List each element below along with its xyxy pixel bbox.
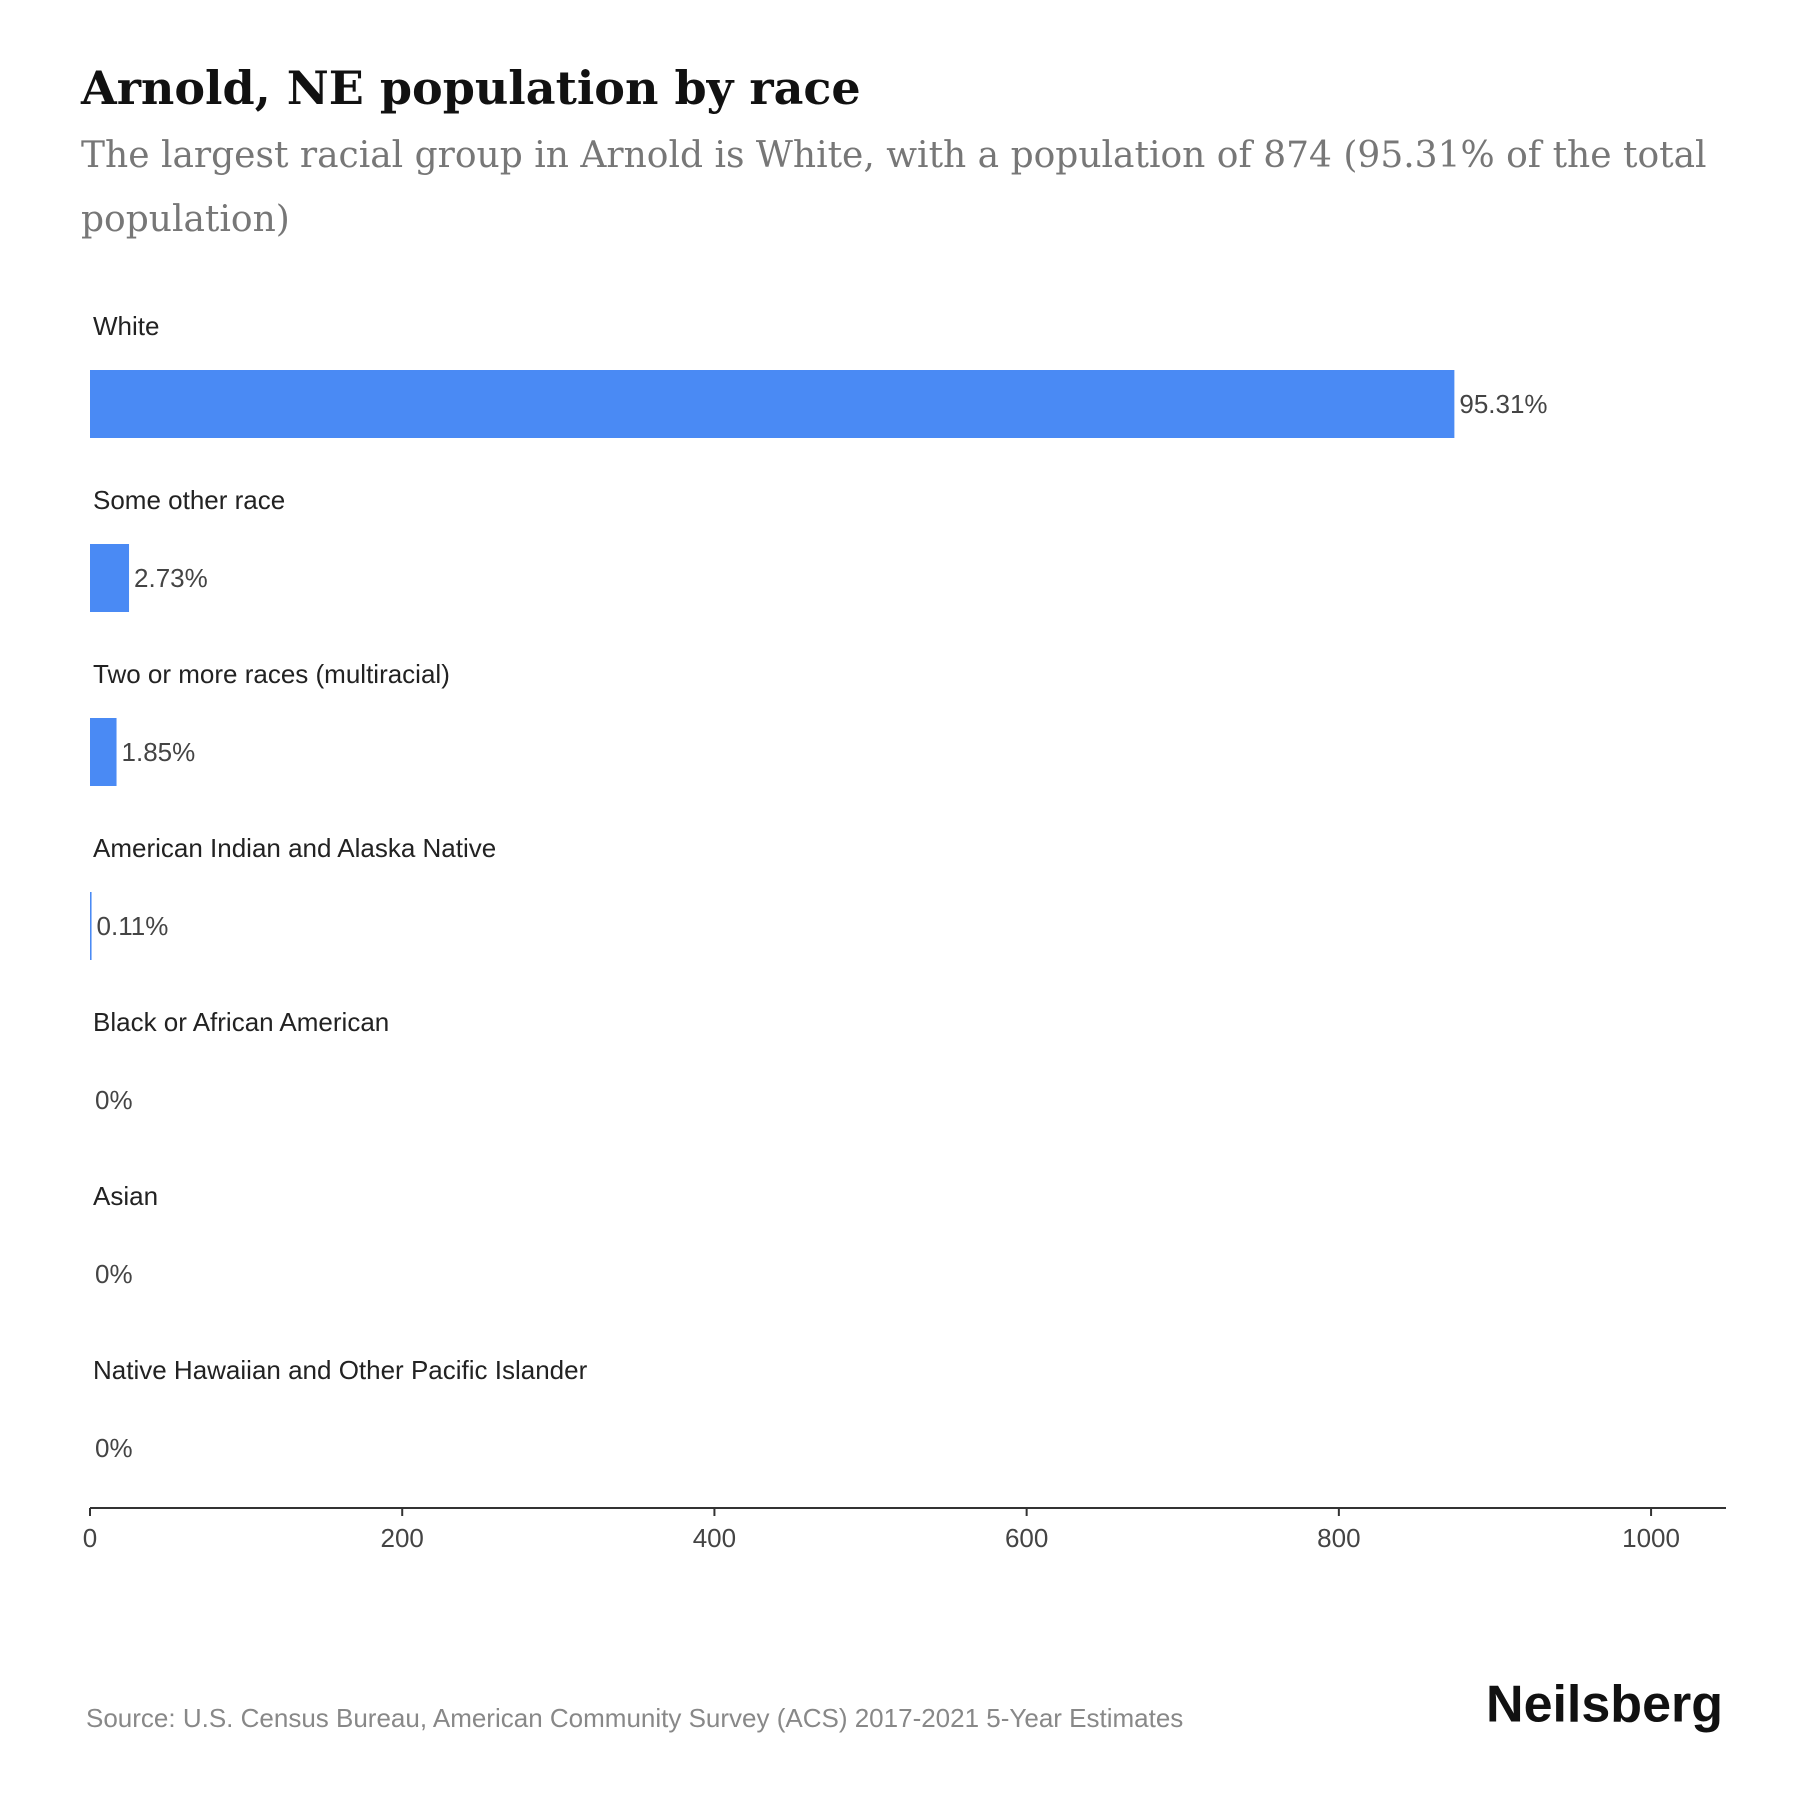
chart-title: Arnold, NE population by race [80, 61, 861, 115]
category-label: White [93, 311, 159, 341]
category-label: Two or more races (multiracial) [93, 659, 450, 689]
x-tick-label: 1000 [1622, 1523, 1680, 1553]
bar [90, 544, 130, 612]
category-label: Some other race [93, 485, 285, 515]
value-label: 0.11% [97, 911, 169, 941]
category-label: Asian [93, 1181, 158, 1211]
value-label: 0% [95, 1259, 133, 1289]
x-tick-label: 400 [693, 1523, 736, 1553]
chart-subtitle: population) [81, 199, 290, 240]
x-tick-label: 0 [83, 1523, 97, 1553]
category-label: Native Hawaiian and Other Pacific Island… [93, 1355, 588, 1385]
category-label: American Indian and Alaska Native [93, 833, 496, 863]
source-note: Source: U.S. Census Bureau, American Com… [86, 1703, 1183, 1733]
x-tick-label: 600 [1005, 1523, 1048, 1553]
value-label: 1.85% [122, 737, 196, 767]
value-label: 0% [95, 1433, 133, 1463]
x-tick-label: 200 [381, 1523, 424, 1553]
chart-subtitle: The largest racial group in Arnold is Wh… [81, 135, 1707, 176]
bar [90, 892, 92, 960]
value-label: 2.73% [134, 563, 208, 593]
value-label: 0% [95, 1085, 133, 1115]
bar [90, 718, 117, 786]
value-label: 95.31% [1459, 389, 1547, 419]
bar [90, 370, 1455, 438]
brand-logo: Neilsberg [1486, 1676, 1723, 1734]
x-tick-label: 800 [1317, 1523, 1360, 1553]
category-label: Black or African American [93, 1007, 389, 1037]
